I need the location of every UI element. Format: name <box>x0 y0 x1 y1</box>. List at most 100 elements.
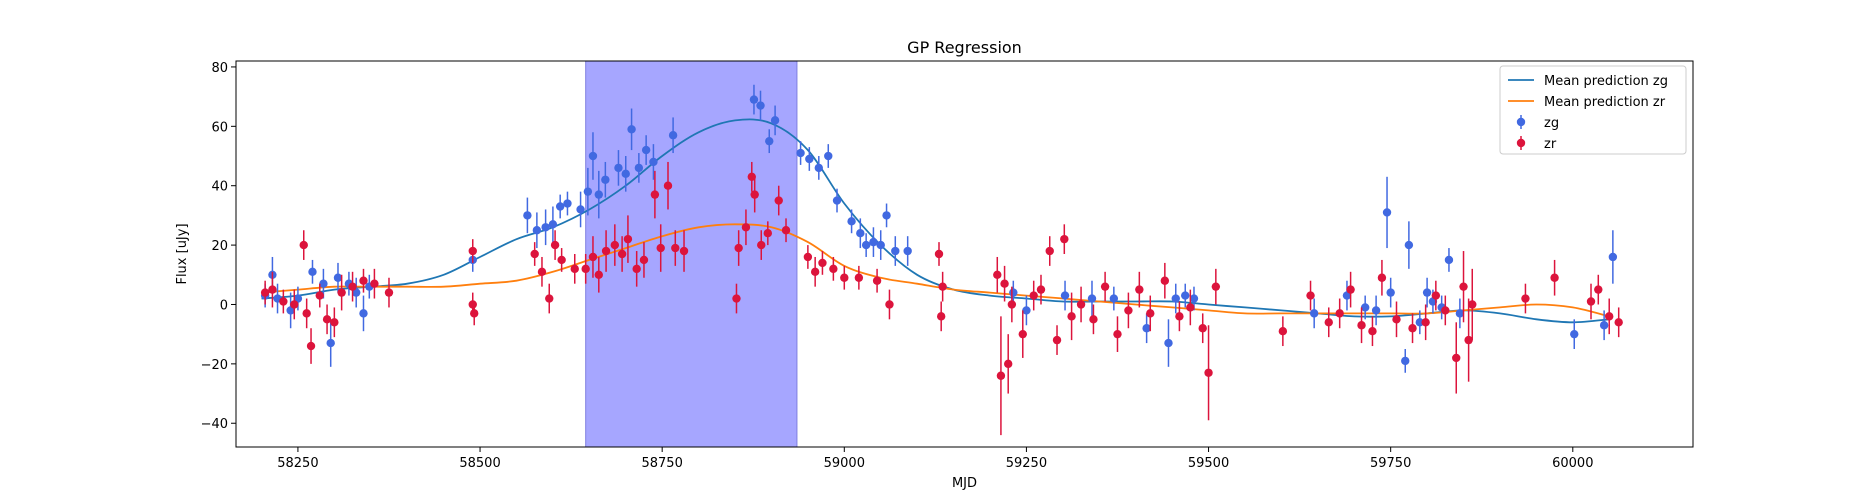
zr-data-point <box>470 309 479 318</box>
zr-data-point <box>1175 312 1184 321</box>
zr-data-point <box>1036 285 1046 294</box>
zr-data-point <box>550 240 560 250</box>
zg-data-point <box>749 95 759 104</box>
zr-data-point <box>337 288 346 297</box>
zr-data-point <box>384 288 394 297</box>
zr-data-point <box>581 264 590 274</box>
zr-data-point <box>679 246 689 256</box>
zr-data-point <box>279 297 288 306</box>
zg-data-point <box>814 163 823 173</box>
zr-data-point <box>632 264 641 274</box>
zg-data-point <box>1382 208 1392 217</box>
zr-data-point <box>1000 279 1009 288</box>
zg-data-point <box>532 226 542 235</box>
zg-data-point <box>1309 309 1319 318</box>
zg-data-point <box>824 151 833 161</box>
zg-data-point <box>576 205 585 214</box>
y-tick-label: 80 <box>211 61 228 76</box>
zr-data-point <box>1408 324 1417 333</box>
zr-data-point <box>803 252 813 262</box>
zr-data-point <box>1135 285 1144 294</box>
zg-data-point <box>765 136 774 146</box>
zg-data-point <box>308 267 317 277</box>
zg-data-point <box>856 229 865 238</box>
zg-data-point <box>1608 252 1618 262</box>
zg-data-point <box>523 211 532 220</box>
x-axis-ticks: 58250 58500 58750 59000 59250 59500 59750 60000 <box>277 447 1593 471</box>
zr-data-point <box>1346 285 1355 294</box>
y-axis-ticks: −40 −20 0 20 40 60 80 <box>201 61 236 432</box>
zr-data-point <box>302 309 311 318</box>
zg-data-point <box>847 217 856 226</box>
chart-title: GP Regression <box>907 38 1022 57</box>
zr-data-point <box>330 318 339 327</box>
zr-data-point <box>1052 335 1062 345</box>
y-tick-label: 20 <box>211 239 228 254</box>
zr-data-point <box>1594 285 1603 294</box>
zr-data-point <box>829 264 838 274</box>
zg-data-point <box>861 240 871 250</box>
zr-data-point <box>1029 291 1038 300</box>
zr-data-point <box>601 246 611 256</box>
zr-data-point <box>818 258 827 268</box>
zg-data-point <box>876 240 885 250</box>
zr-data-point <box>741 223 751 232</box>
zg-data-point <box>634 163 644 173</box>
zr-data-point <box>1586 297 1596 306</box>
zg-data-point <box>1009 288 1018 297</box>
zg-data-point <box>1142 324 1151 333</box>
y-tick-label: 40 <box>211 180 228 195</box>
zr-data-point <box>774 196 783 205</box>
zg-data-point <box>796 148 805 158</box>
zr-data-point <box>1441 306 1450 315</box>
y-tick-label: −40 <box>201 417 228 432</box>
zg-data-point <box>563 199 572 208</box>
zg-data-point <box>641 145 651 155</box>
zr-data-point <box>610 240 620 250</box>
zr-data-point <box>1324 318 1333 327</box>
legend-label: Mean prediction zg <box>1544 74 1668 89</box>
zr-data-point <box>1335 309 1344 318</box>
zr-data-point <box>993 270 1002 279</box>
zg-data-point <box>1164 338 1173 348</box>
zr-data-point <box>322 315 332 324</box>
zr-data-point <box>734 243 743 253</box>
zr-data-point <box>1377 273 1387 282</box>
zr-data-point <box>781 226 791 235</box>
zr-data-point <box>996 371 1006 380</box>
prediction-lines-layer <box>261 118 1610 324</box>
zr-data-point <box>1100 282 1110 291</box>
zr-data-point <box>1060 234 1069 244</box>
x-tick-label: 60000 <box>1552 456 1593 471</box>
zg-data-point <box>594 190 603 199</box>
zr-data-point <box>1392 315 1401 324</box>
zr-data-point <box>1421 318 1430 327</box>
zg-data-point <box>621 169 630 179</box>
zg-data-point <box>319 279 328 288</box>
zr-data-point <box>650 190 660 199</box>
legend-point-swatch <box>1516 138 1526 148</box>
y-tick-label: 60 <box>211 120 228 135</box>
zr-data-point <box>1186 303 1195 312</box>
zr-data-point <box>763 229 773 238</box>
zr-data-point <box>315 291 324 300</box>
zg-data-point <box>1060 291 1070 300</box>
zg-data-point <box>770 116 780 125</box>
legend-label: zr <box>1544 137 1557 152</box>
zg-data-point <box>1171 294 1180 303</box>
zr-data-point <box>840 273 849 282</box>
zg-data-point <box>359 309 368 318</box>
zr-data-point <box>732 294 741 303</box>
zr-data-point <box>530 249 539 259</box>
zr-data-point <box>1113 329 1122 339</box>
zg-data-point <box>649 157 658 167</box>
zg-data-point <box>832 196 842 205</box>
zg-data-point <box>1422 288 1432 297</box>
zr-data-point <box>1521 294 1530 303</box>
zg-data-point <box>882 211 891 220</box>
zr-data-point <box>1614 318 1623 327</box>
zg-data-point <box>1570 329 1579 339</box>
zr-data-point <box>757 240 766 250</box>
data-points-layer <box>260 84 1623 436</box>
zr-data-point <box>537 267 547 277</box>
